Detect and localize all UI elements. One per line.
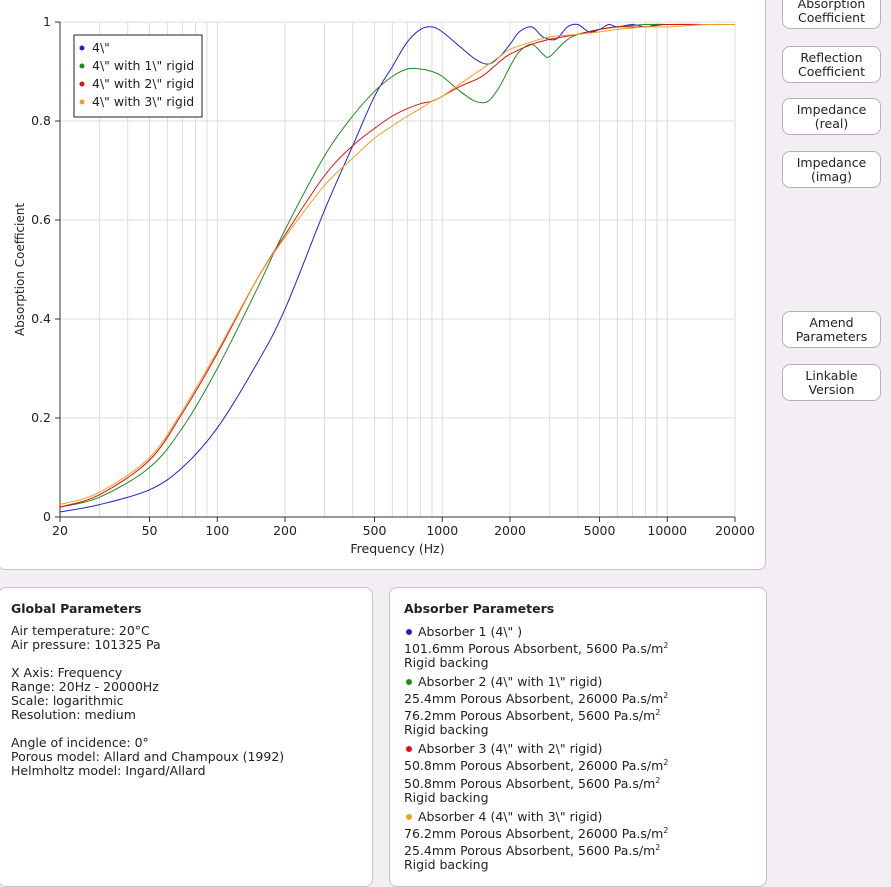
x-tick-label: 200 [273,523,297,538]
x-axis-setting: X Axis: Frequency [11,665,123,680]
absorber-heading: Absorber 2 (4\" with 1\" rigid) [404,674,752,689]
legend-dot-icon [79,63,85,69]
resolution-setting: Resolution: medium [11,707,136,722]
series-dot-icon [406,746,412,753]
legend-entry: 4\" [92,40,110,55]
air-temperature: Air temperature: 20°C [11,623,150,638]
button-label-line: Coefficient [797,63,865,79]
absorber-layer: 50.8mm Porous Absorbent, 26000 Pa.s/m2 [404,758,669,774]
button-label-line: Coefficient [797,9,865,25]
y-tick-label: 0.8 [31,113,51,128]
x-tick-label: 50 [142,523,158,538]
legend-dot-icon [79,99,85,105]
range-setting: Range: 20Hz - 20000Hz [11,679,159,694]
absorber-backing: Rigid backing [404,722,489,738]
porous-model-setting: Porous model: Allard and Champoux (1992) [11,749,285,764]
amend-parameters-button[interactable]: Amend Parameters [782,311,881,348]
global-parameters-title: Global Parameters [11,601,142,616]
global-parameters-panel: Global Parameters Air temperature: 20°C … [0,587,373,887]
button-label-line: Impedance [796,101,867,117]
button-label-line: (imag) [810,168,852,184]
button-label-line: Version [808,381,855,397]
absorber-heading-text: Absorber 1 (4\" ) [418,624,523,639]
reflection-coefficient-button[interactable]: Reflection Coefficient [782,46,881,83]
y-tick-label: 0.6 [31,212,51,227]
impedance-real-button[interactable]: Impedance (real) [782,98,881,135]
absorber-backing: Rigid backing [404,655,489,671]
absorber-heading: Absorber 4 (4\" with 3\" rigid) [404,809,752,824]
x-tick-label: 100 [205,523,229,538]
button-label-line: Linkable [805,367,858,383]
button-label-line: Parameters [795,328,868,344]
absorber-layer: 76.2mm Porous Absorbent, 5600 Pa.s/m2 [404,708,661,724]
impedance-imag-button[interactable]: Impedance (imag) [782,151,881,188]
absorber-layer: 25.4mm Porous Absorbent, 5600 Pa.s/m2 [404,842,661,859]
series-dot-icon [406,813,412,820]
x-tick-label: 10000 [647,523,687,538]
absorber-heading-text: Absorber 4 (4\" with 3\" rigid) [418,808,603,824]
legend-entry: 4\" with 3\" rigid [92,94,194,109]
absorber-layer: 101.6mm Porous Absorbent, 5600 Pa.s/m2 [404,641,669,657]
button-label-line: Absorption [797,0,866,11]
absorber-heading: Absorber 3 (4\" with 2\" rigid) [404,741,752,756]
button-label-line: (real) [814,115,849,131]
series-dot-icon [406,629,412,635]
button-label-line: Amend [809,314,854,330]
linkable-version-button[interactable]: Linkable Version [782,364,881,401]
absorber-backing: Rigid backing [404,789,489,805]
x-tick-label: 20000 [715,523,755,538]
angle-setting: Angle of incidence: 0° [11,735,149,750]
absorber-heading: Absorber 1 (4\" ) [404,624,752,639]
y-tick-label: 0 [43,509,51,524]
series-dot-icon [406,679,412,686]
legend-entry: 4\" with 1\" rigid [92,58,194,73]
y-tick-label: 1 [43,14,51,29]
legend-dot-icon [79,45,85,51]
absorber-heading-text: Absorber 2 (4\" with 1\" rigid) [418,674,603,690]
helmholtz-model-setting: Helmholtz model: Ingard/Allard [11,763,206,778]
y-tick-label: 0.2 [31,410,51,425]
button-label-line: Reflection [800,49,863,65]
absorber-layer: 25.4mm Porous Absorbent, 26000 Pa.s/m2 [404,691,669,707]
x-axis-label: Frequency (Hz) [350,541,444,556]
x-tick-label: 5000 [584,523,616,538]
y-tick-label: 0.4 [31,311,51,326]
x-tick-label: 1000 [426,523,458,538]
absorber-parameters-panel: Absorber Parameters Absorber 1 (4\" ) 101… [389,587,767,887]
legend-box [73,34,203,118]
scale-setting: Scale: logarithmic [11,693,124,708]
absorber-layer: 50.8mm Porous Absorbent, 5600 Pa.s/m2 [404,775,661,791]
absorber-parameters-title: Absorber Parameters [404,601,555,616]
legend-entry: 4\" with 2\" rigid [92,76,194,91]
air-pressure: Air pressure: 101325 Pa [11,637,161,652]
series-line [59,23,736,506]
legend-dot-icon [79,81,85,87]
x-tick-label: 2000 [494,523,526,538]
button-label-line: Impedance [796,154,867,170]
absorption-coefficient-button[interactable]: Absorption Coefficient [782,0,881,29]
x-tick-label: 500 [363,523,387,538]
absorber-backing: Rigid backing [404,857,489,873]
x-tick-label: 20 [52,523,68,538]
y-axis-label: Absorption Coefficient [13,203,27,336]
absorber-heading-text: Absorber 3 (4\" with 2\" rigid) [418,741,603,757]
absorption-chart: 0 0.2 0.4 0.6 0.8 1 20 50 100 200 500 1000 2000 5000 1… [13,14,755,556]
absorber-layer: 76.2mm Porous Absorbent, 26000 Pa.s/m2 [404,825,669,841]
absorber-list: Absorber 1 (4\" ) 101.6mm Porous Absorben… [404,624,752,872]
